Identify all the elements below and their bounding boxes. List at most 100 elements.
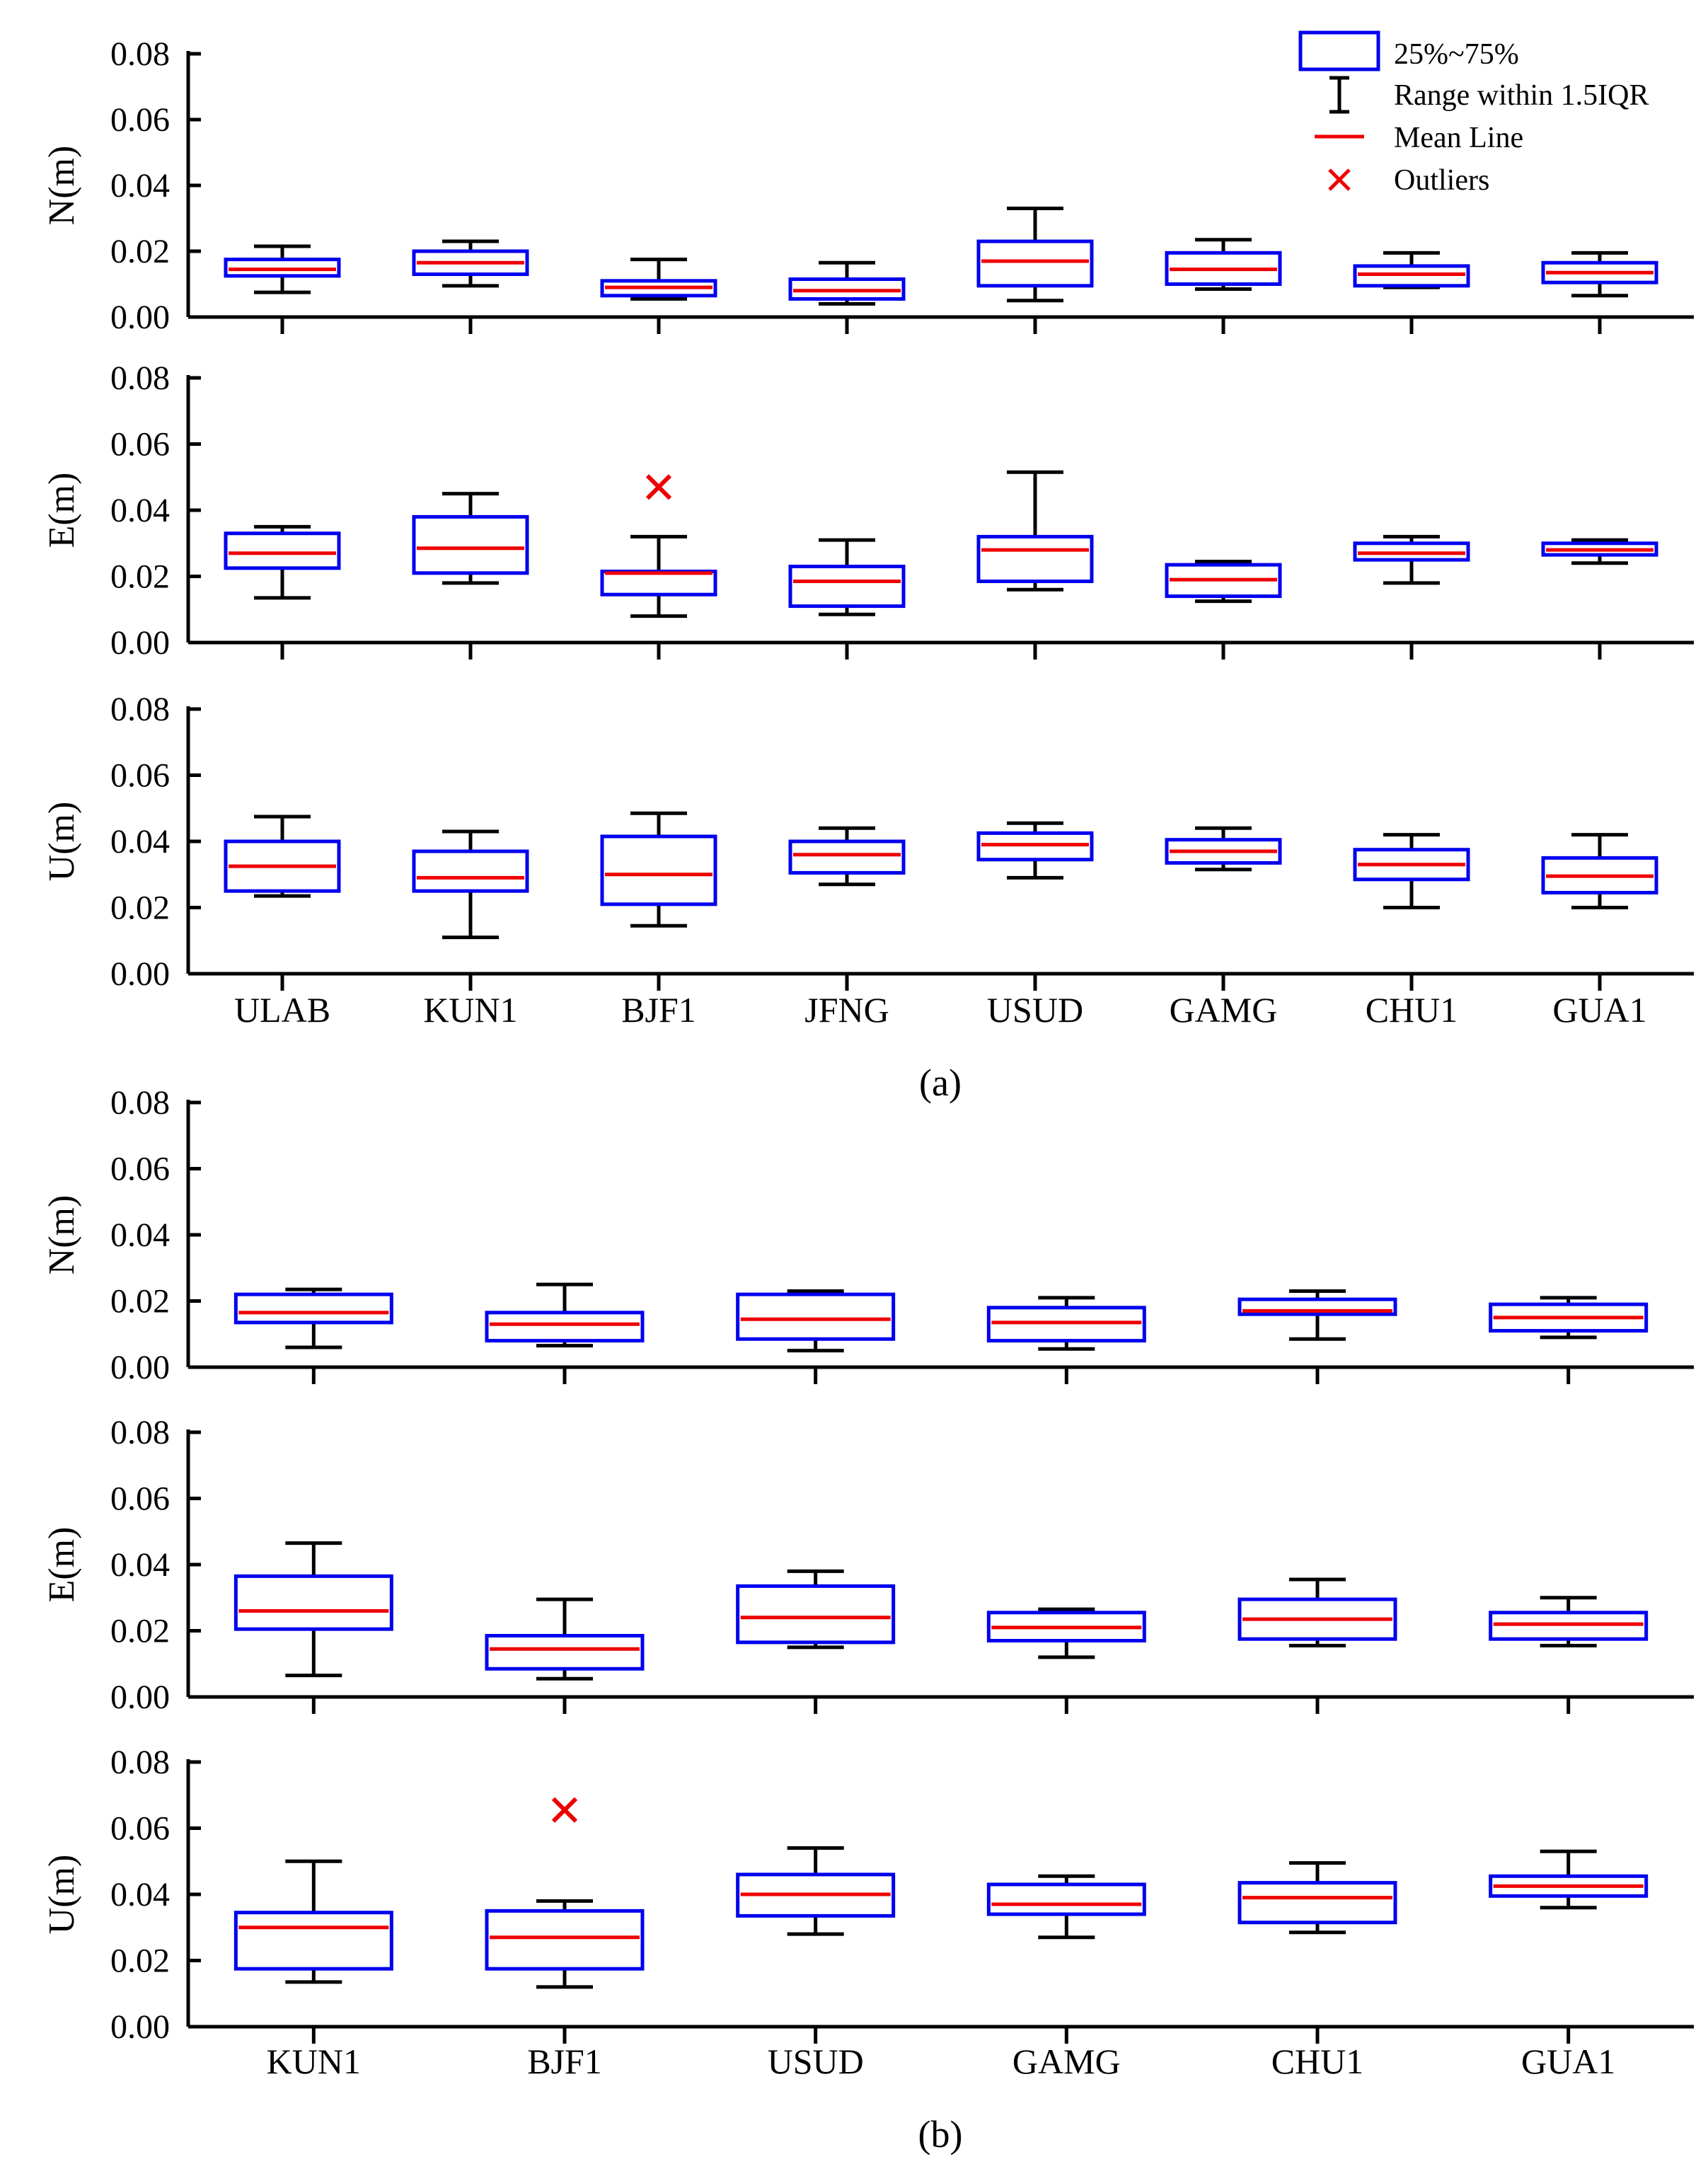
box-kun1 [233, 1541, 393, 1678]
legend-whisker-icon [1329, 76, 1349, 114]
iqr-box [412, 849, 529, 893]
category-label-jfng: JFNG [804, 990, 889, 1030]
legend-label-mean: Mean Line [1394, 122, 1523, 154]
box-bjf1 [600, 258, 717, 301]
outlier-stroke [645, 474, 672, 500]
box-jfng [788, 538, 906, 616]
y-tick-label: 0.04 [110, 823, 170, 860]
iqr-box [1165, 838, 1282, 865]
box-kun1 [412, 239, 529, 288]
iqr-box [976, 831, 1094, 862]
iqr-box [1237, 1597, 1397, 1641]
y-tick-label: 0.00 [110, 1349, 170, 1386]
box-usud [736, 1569, 896, 1650]
iqr-box [412, 514, 529, 575]
y-tick-label: 0.08 [110, 1744, 170, 1781]
box-gua1 [1489, 1596, 1649, 1648]
iqr-box [1541, 856, 1658, 894]
box-gamg [1165, 559, 1282, 604]
box-gua1 [1541, 833, 1658, 909]
box-ulab [224, 524, 341, 600]
box-kun1 [412, 492, 529, 585]
iqr-box [224, 839, 341, 893]
box-gamg [986, 1874, 1146, 1940]
y-tick-label: 0.00 [110, 1679, 170, 1716]
iqr-box [986, 1882, 1146, 1916]
iqr-box [736, 1872, 896, 1918]
iqr-box [1165, 563, 1282, 599]
y-tick-label: 0.06 [110, 757, 170, 795]
category-label-chu1: CHU1 [1366, 990, 1458, 1030]
y-tick-label: 0.04 [110, 1876, 170, 1913]
caption-a: (a) [919, 1061, 962, 1104]
box-ulab [224, 814, 341, 898]
box-kun1 [233, 1859, 393, 1984]
panel-a-1: 0.00 0.02 0.04 0.06 0.08 E(m) [42, 359, 1694, 662]
iqr-box [788, 564, 906, 609]
y-tick-label: 0.02 [110, 233, 170, 270]
iqr-box [233, 1911, 393, 1971]
legend: 25%~75% Range within 1.5IQR Mean Line Ou… [1298, 30, 1649, 197]
category-label-bjf1: BJF1 [527, 2042, 602, 2081]
box-chu1 [1237, 1289, 1397, 1341]
iqr-box [600, 834, 717, 906]
box-kun1 [412, 829, 529, 940]
outlier-marker [551, 1797, 578, 1823]
caption-b: (b) [918, 2113, 963, 2155]
category-label-gua1: GUA1 [1521, 2042, 1615, 2081]
y-tick-label: 0.02 [110, 890, 170, 927]
iqr-box [485, 1634, 645, 1671]
iqr-box [233, 1292, 393, 1325]
category-label-gamg: GAMG [1170, 990, 1278, 1030]
panel-b-2: 0.00 0.02 0.04 0.06 0.08 U(m) [42, 1744, 1694, 2046]
box-gua1 [1489, 1296, 1649, 1340]
box-kun1 [233, 1287, 393, 1349]
legend-label-whisker: Range within 1.5IQR [1394, 79, 1649, 112]
category-label-gua1: GUA1 [1552, 990, 1646, 1030]
iqr-box [1541, 260, 1658, 284]
figure-group-b: 0.00 0.02 0.04 0.06 0.08 N(m) 0.00 0.02 0.04 0.06… [42, 1084, 1694, 2081]
iqr-box [1541, 541, 1658, 557]
box-usud [736, 1846, 896, 1936]
box-usud [736, 1289, 896, 1353]
category-label-ulab: ULAB [234, 990, 330, 1030]
box-gamg [986, 1296, 1146, 1351]
legend-label-outlier: Outliers [1394, 164, 1489, 197]
y-tick-label: 0.00 [110, 624, 170, 662]
y-tick-label: 0.08 [110, 35, 170, 73]
y-tick-label: 0.08 [110, 691, 170, 728]
box-jfng [788, 826, 906, 887]
iqr-box [233, 1574, 393, 1631]
y-tick-label: 0.04 [110, 492, 170, 529]
y-axis-title: E(m) [42, 1527, 82, 1603]
box-chu1 [1353, 251, 1470, 289]
category-label-usud: USUD [768, 2042, 864, 2081]
box-ulab [224, 244, 341, 294]
box-jfng [788, 260, 906, 306]
iqr-box [485, 1311, 645, 1343]
figure-group-a: 0.00 0.02 0.04 0.06 0.08 N(m) 0.00 0.02 0.04 0.06… [42, 35, 1694, 1030]
category-label-usud: USUD [987, 990, 1083, 1030]
y-tick-label: 0.06 [110, 426, 170, 464]
y-tick-label: 0.06 [110, 1480, 170, 1518]
y-axis-title: N(m) [42, 146, 82, 226]
box-bjf1 [485, 1282, 645, 1348]
box-bjf1 [600, 534, 717, 618]
y-tick-label: 0.06 [110, 101, 170, 139]
iqr-box [1353, 541, 1470, 562]
box-chu1 [1237, 1861, 1397, 1935]
y-tick-label: 0.00 [110, 955, 170, 993]
outlier-stroke [551, 1797, 578, 1823]
box-chu1 [1353, 833, 1470, 909]
y-tick-label: 0.06 [110, 1151, 170, 1188]
category-label-bjf1: BJF1 [621, 990, 696, 1030]
outlier-marker [645, 474, 672, 500]
y-tick-label: 0.08 [110, 1414, 170, 1451]
iqr-box [1489, 1874, 1649, 1898]
category-label-kun1: KUN1 [267, 2042, 361, 2081]
iqr-box [1353, 264, 1470, 288]
box-bjf1 [600, 811, 717, 928]
iqr-box [412, 249, 529, 277]
iqr-box [1353, 848, 1470, 882]
iqr-box [485, 1909, 645, 1971]
